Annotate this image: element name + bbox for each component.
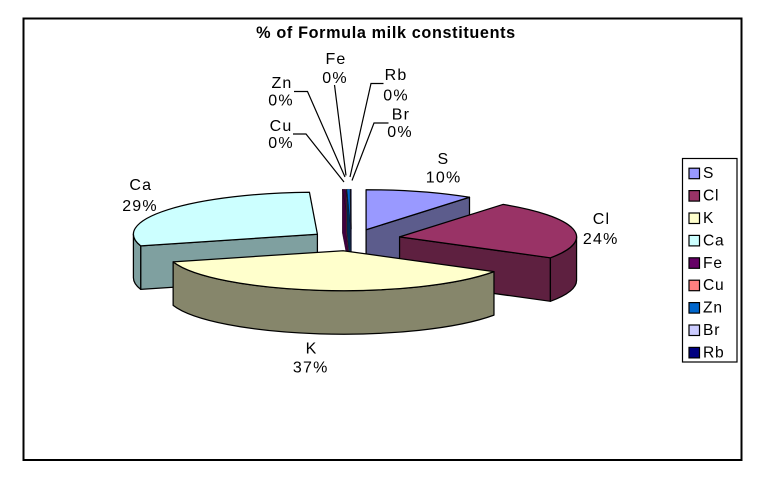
svg-text:S: S: [437, 151, 449, 168]
svg-text:Cl: Cl: [593, 211, 611, 228]
svg-text:0%: 0%: [383, 88, 409, 105]
svg-text:K: K: [703, 210, 714, 227]
svg-text:0%: 0%: [268, 93, 294, 110]
svg-text:Rb: Rb: [385, 67, 408, 84]
svg-text:0%: 0%: [387, 124, 413, 141]
svg-text:Fe: Fe: [325, 51, 346, 68]
svg-text:0%: 0%: [322, 70, 348, 87]
svg-text:Ca: Ca: [703, 232, 725, 249]
svg-text:Ca: Ca: [129, 177, 152, 194]
svg-text:Cu: Cu: [703, 277, 725, 294]
svg-text:24%: 24%: [583, 231, 619, 248]
svg-text:Zn: Zn: [271, 75, 292, 92]
svg-text:S: S: [703, 165, 714, 182]
svg-text:0%: 0%: [268, 135, 294, 152]
svg-text:29%: 29%: [122, 198, 158, 215]
svg-text:Fe: Fe: [703, 255, 723, 272]
svg-text:10%: 10%: [426, 170, 462, 187]
svg-text:Cl: Cl: [703, 188, 719, 205]
svg-text:Br: Br: [392, 107, 410, 124]
svg-text:37%: 37%: [293, 360, 329, 377]
svg-text:% of Formula milk constituents: % of Formula milk constituents: [256, 24, 516, 42]
svg-text:K: K: [306, 341, 318, 358]
svg-text:Cu: Cu: [270, 118, 293, 135]
svg-text:Rb: Rb: [703, 344, 725, 361]
svg-text:Zn: Zn: [703, 300, 723, 317]
svg-text:Br: Br: [703, 322, 720, 339]
